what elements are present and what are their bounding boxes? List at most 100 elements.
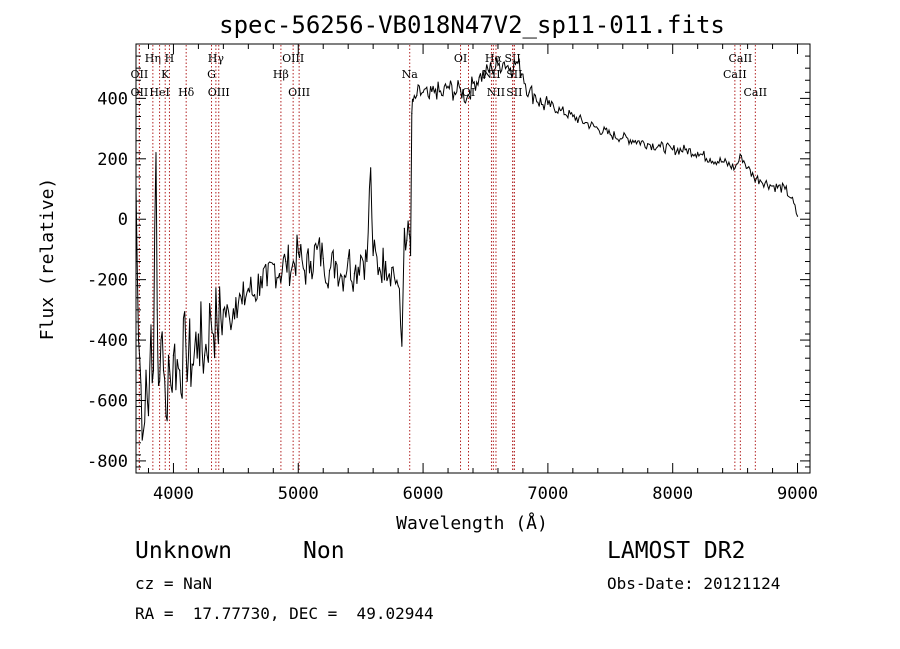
line-marker-label: Na <box>402 68 419 81</box>
spectrum-point <box>790 197 792 199</box>
spectrum-point <box>372 254 374 257</box>
spectrum-point <box>162 369 165 371</box>
spectrum-point <box>408 233 410 235</box>
spectrum-point <box>260 276 262 278</box>
line-marker-label: H <box>165 52 175 65</box>
spectrum-point <box>157 384 160 386</box>
spectrum-point <box>534 94 537 96</box>
line-marker-label: OIII <box>208 86 230 99</box>
spectrum-point <box>347 257 349 260</box>
spectrum-point <box>634 140 636 142</box>
coordinates: RA = 17.77730, DEC = 49.02944 <box>135 604 434 623</box>
line-marker-label: NII <box>487 86 505 99</box>
spectrum-point <box>291 266 293 269</box>
spectrum-point <box>734 167 736 169</box>
spectrum-point <box>137 339 140 341</box>
spectrum-point <box>285 260 287 263</box>
spectrum-point <box>204 354 206 356</box>
plot-frame <box>135 43 811 474</box>
spectrum-point <box>784 188 786 190</box>
spectrum-point <box>472 82 474 84</box>
line-markers: OIIOIIHηHeIKHHδHγGOIIIHβOIIIOIIINaOIOIHα… <box>131 45 767 472</box>
spectrum-point <box>140 384 142 386</box>
spectrum-point <box>559 109 561 112</box>
spectrum-point <box>528 91 530 93</box>
spectrum-point <box>170 384 172 386</box>
obs-date: Obs-Date: 20121124 <box>607 574 781 593</box>
spectrum-point <box>441 94 443 96</box>
spectrum-point <box>753 176 755 178</box>
spectrum-point <box>272 263 274 266</box>
spectrum-point <box>147 414 150 417</box>
line-marker-label: CaII <box>743 86 767 99</box>
spectrum-point <box>796 215 799 217</box>
spectrum-point <box>771 185 774 187</box>
spectrum-point <box>360 254 362 257</box>
spectrum-point <box>547 103 549 106</box>
spectrum-point <box>145 369 147 371</box>
x-tick-label: 6000 <box>403 484 444 504</box>
spectrum-point <box>266 285 268 287</box>
object-class: Unknown <box>135 538 232 564</box>
y-tick-label: -600 <box>87 391 128 411</box>
spectrum-point <box>406 239 408 241</box>
spectrum-point <box>491 67 493 69</box>
spectrum-point <box>401 345 403 347</box>
y-tick-label: -800 <box>87 452 128 472</box>
spectrum-point <box>584 121 586 124</box>
spectrum-point <box>411 112 413 115</box>
spectrum-point <box>316 248 318 251</box>
line-marker-label: SII <box>506 86 522 99</box>
spectrum-point <box>160 339 162 341</box>
spectrum-point <box>459 88 462 90</box>
spectrum-point <box>746 167 749 169</box>
spectrum-line-0 <box>135 57 798 441</box>
spectrum-point <box>434 88 437 90</box>
spectrum-point <box>303 269 306 272</box>
spectrum-point <box>709 158 711 160</box>
spectrum-point <box>453 91 455 93</box>
spectrum-point <box>156 309 158 311</box>
spectrum-point <box>397 285 399 287</box>
spectrum-point <box>191 363 193 365</box>
spectrum-point <box>484 73 487 75</box>
line-marker-label: Hα <box>485 52 503 65</box>
y-tick-label: 200 <box>97 150 128 170</box>
spectrum-point <box>697 152 699 154</box>
line-marker-label: OI <box>462 86 475 99</box>
spectrum-point <box>659 146 661 148</box>
y-tick-label: -200 <box>87 271 128 291</box>
spectrum-point <box>222 309 224 311</box>
spectrum-point <box>759 179 761 181</box>
spectrum-point <box>152 369 155 371</box>
spectrum-point <box>672 149 674 151</box>
spectrum-point <box>522 73 524 75</box>
spectrum-point <box>409 254 412 257</box>
spectrum-point <box>503 61 505 63</box>
spectrum-point <box>278 273 281 275</box>
spectrum-point <box>341 276 343 278</box>
spectrum-point <box>422 91 424 93</box>
line-marker-label: CaII <box>729 52 753 65</box>
spectrum-point <box>647 143 649 145</box>
line-marker-label: OIII <box>288 86 310 99</box>
axis-ticks: 4000 5000 6000 7000 8000 9000-800-600-400-200… <box>87 44 818 504</box>
spectrum-point <box>684 149 686 151</box>
spectrum-point <box>216 324 218 326</box>
spectrum-point <box>622 137 624 139</box>
spectrum-point <box>516 61 518 63</box>
x-axis-label: Wavelength (Å) <box>396 512 548 534</box>
line-marker-label: CaII <box>723 68 747 81</box>
spectrum-point <box>229 318 231 320</box>
spectrum-point <box>541 103 543 106</box>
line-marker-label: HeI <box>149 86 169 99</box>
spectrum-point <box>253 294 256 296</box>
spectrum-point <box>403 227 405 229</box>
line-marker-label: Hβ <box>273 68 289 81</box>
x-tick-label: 9000 <box>777 484 818 504</box>
spectrum-point <box>722 161 724 163</box>
spectrum-point <box>740 155 742 157</box>
spectrum-point <box>150 324 152 326</box>
spectrum-point <box>322 257 324 260</box>
